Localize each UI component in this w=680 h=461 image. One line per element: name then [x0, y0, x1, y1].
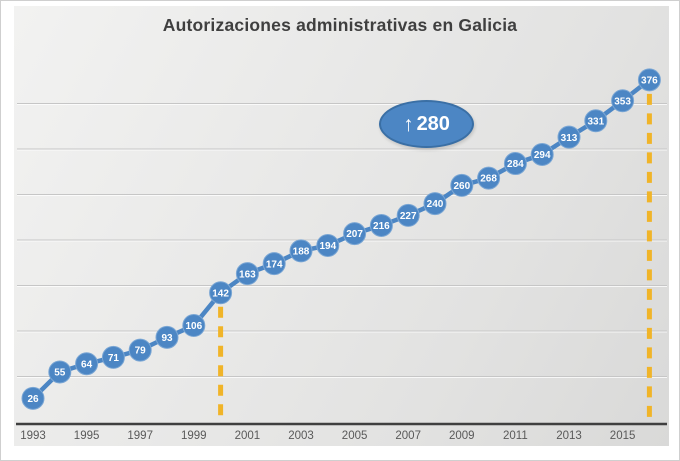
data-point-label: 55	[54, 368, 66, 379]
data-point	[396, 203, 420, 227]
x-tick-label: 1999	[181, 430, 207, 442]
x-tick-label: 2015	[609, 430, 636, 442]
data-point-label: 26	[27, 394, 39, 405]
data-point-label: 294	[534, 150, 551, 161]
data-point	[611, 89, 635, 113]
data-point-label: 284	[507, 159, 524, 170]
x-tick-label: 1993	[20, 430, 46, 442]
data-point	[557, 125, 581, 149]
data-point-label: 93	[161, 333, 173, 344]
x-tick-label: 1997	[127, 430, 153, 442]
x-tick-label: 2013	[556, 430, 582, 442]
data-point	[182, 314, 206, 338]
x-tick-label: 2011	[503, 430, 528, 442]
data-point	[584, 109, 608, 133]
data-point-label: 227	[400, 211, 417, 222]
data-point	[128, 338, 152, 362]
data-point	[316, 233, 340, 257]
data-point-label: 106	[185, 321, 202, 332]
data-point-label: 353	[614, 96, 631, 107]
data-point-label: 71	[108, 353, 120, 364]
data-point	[477, 166, 501, 190]
data-point	[369, 213, 393, 237]
data-series-line	[30, 77, 652, 401]
plot-area	[14, 6, 669, 446]
increase-annotation-value: 280	[416, 113, 450, 135]
data-point-label: 260	[453, 181, 470, 192]
data-point-label: 331	[587, 116, 604, 127]
data-point-label: 240	[427, 199, 444, 210]
data-point-label: 64	[81, 359, 93, 370]
data-point	[530, 142, 554, 166]
data-point	[155, 325, 179, 349]
chart-title: Autorizaciones administrativas en Galici…	[162, 15, 518, 35]
data-point	[423, 192, 447, 216]
data-point-label: 207	[346, 229, 363, 240]
data-point	[637, 68, 661, 92]
data-point-label: 79	[135, 346, 147, 357]
increase-annotation-bubble: ↑ 280	[379, 100, 474, 148]
data-point	[75, 352, 99, 376]
x-tick-label: 2001	[234, 430, 261, 442]
data-point	[503, 152, 527, 176]
data-point	[21, 386, 45, 410]
x-tick-label: 2005	[341, 430, 368, 442]
data-point-label: 268	[480, 174, 497, 185]
data-point-label: 216	[373, 221, 390, 232]
x-tick-label: 2003	[288, 430, 314, 442]
x-tick-label: 2007	[395, 430, 421, 442]
data-point-label: 376	[641, 75, 658, 86]
data-point	[450, 173, 474, 197]
data-point	[289, 239, 313, 263]
data-point	[209, 281, 233, 305]
data-point-label: 188	[293, 247, 310, 258]
data-point-label: 313	[561, 133, 578, 144]
data-point-label: 163	[239, 269, 256, 280]
data-point	[235, 262, 259, 286]
up-arrow-icon: ↑	[403, 112, 414, 136]
data-point-label: 142	[212, 288, 229, 299]
data-point-label: 174	[266, 259, 283, 270]
x-tick-label: 2009	[449, 430, 475, 442]
data-point	[343, 222, 367, 246]
x-tick-label: 1995	[73, 430, 100, 442]
data-point	[262, 252, 286, 276]
data-point	[48, 360, 72, 384]
data-point-label: 194	[319, 241, 336, 252]
data-point	[101, 345, 125, 369]
